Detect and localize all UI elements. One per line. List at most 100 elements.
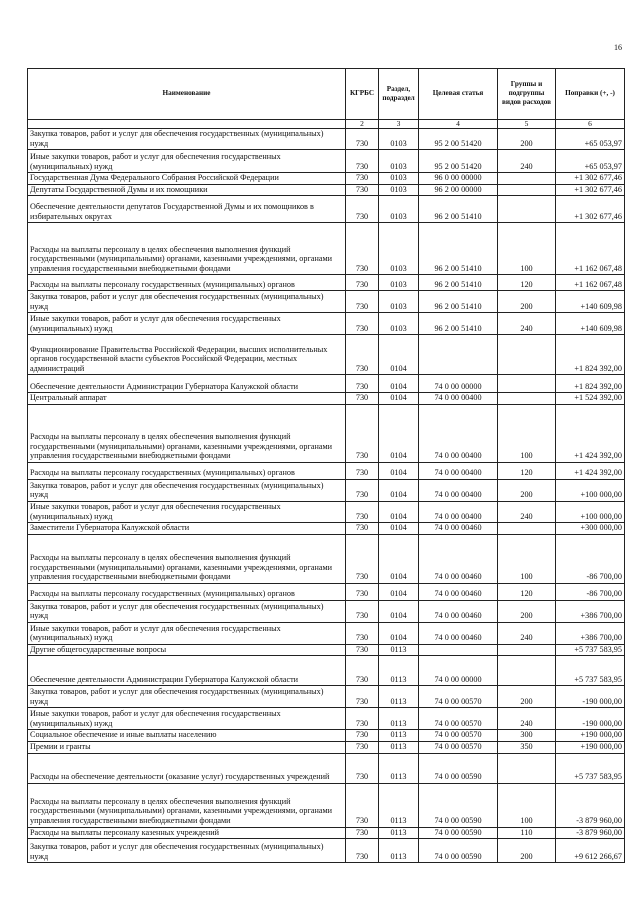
row-name: Иные закупки товаров, работ и услуг для …: [27, 500, 346, 524]
row-expense-group: [497, 752, 556, 784]
header-row: Наименование КГРБС Раздел, подраздел Цел…: [27, 68, 625, 120]
row-target-article: 96 2 00 00000: [418, 183, 498, 197]
row-name: Закупка товаров, работ и услуг для обесп…: [27, 838, 346, 864]
row-kgrbs: 730: [345, 183, 379, 197]
row-amendment: +1 424 392,00: [555, 461, 625, 480]
row-razdel: 0104: [378, 621, 419, 645]
table-row: Расходы на выплаты персоналу в целях обе…: [27, 403, 625, 463]
row-amendment: +1 302 677,46: [555, 195, 625, 224]
row-kgrbs: 730: [345, 274, 379, 292]
table-row: Депутаты Государственной Думы и их помощ…: [27, 183, 625, 197]
row-razdel: 0103: [378, 290, 419, 314]
column-number-row: 2 3 4 5 6: [27, 119, 625, 129]
row-expense-group: 120: [497, 461, 556, 480]
row-amendment: +9 612 266,67: [555, 838, 625, 864]
row-kgrbs: 730: [345, 782, 379, 828]
table-row: Другие общегосударственные вопросы 730 011…: [27, 643, 625, 657]
table-row: Иные закупки товаров, работ и услуг для …: [27, 312, 625, 336]
row-amendment: +1 162 067,48: [555, 274, 625, 292]
row-razdel: 0113: [378, 685, 419, 709]
row-expense-group: 200: [497, 599, 556, 623]
column-number: 3: [378, 119, 419, 129]
row-target-article: 74 0 00 00570: [418, 685, 498, 709]
row-expense-group: [497, 334, 556, 376]
row-target-article: 74 0 00 00570: [418, 707, 498, 731]
row-target-article: 74 0 00 00460: [418, 621, 498, 645]
row-expense-group: 240: [497, 621, 556, 645]
row-name: Расходы на выплаты персоналу государстве…: [27, 461, 346, 480]
row-name: Закупка товаров, работ и услуг для обесп…: [27, 127, 346, 151]
row-razdel: 0104: [378, 403, 419, 463]
row-razdel: 0103: [378, 222, 419, 276]
row-name: Премии и гранты: [27, 740, 346, 754]
row-kgrbs: 730: [345, 478, 379, 502]
row-name: Социальное обеспечение и иные выплаты на…: [27, 729, 346, 742]
row-name: Заместители Губернатора Калужской област…: [27, 522, 346, 535]
row-razdel: 0104: [378, 392, 419, 405]
row-razdel: 0104: [378, 599, 419, 623]
row-kgrbs: 730: [345, 522, 379, 535]
row-kgrbs: 730: [345, 685, 379, 709]
row-amendment: +1 824 392,00: [555, 334, 625, 376]
row-kgrbs: 730: [345, 461, 379, 480]
row-target-article: 96 0 00 00000: [418, 172, 498, 185]
row-razdel: 0103: [378, 195, 419, 224]
table-row: Расходы на выплаты персоналу в целях обе…: [27, 533, 625, 584]
row-amendment: +1 824 392,00: [555, 374, 625, 394]
row-amendment: +386 700,00: [555, 599, 625, 623]
header-expense-group: Группы и подгруппы видов расходов: [497, 68, 556, 120]
row-razdel: 0104: [378, 533, 419, 584]
row-target-article: 74 0 00 00590: [418, 826, 498, 840]
table-row: Расходы на выплаты персоналу казенных уч…: [27, 826, 625, 840]
row-kgrbs: 730: [345, 374, 379, 394]
row-expense-group: 200: [497, 685, 556, 709]
row-target-article: 74 0 00 00400: [418, 403, 498, 463]
row-razdel: 0103: [378, 149, 419, 174]
row-razdel: 0103: [378, 183, 419, 197]
row-target-article: 74 0 00 00460: [418, 582, 498, 601]
row-kgrbs: 730: [345, 222, 379, 276]
row-razdel: 0103: [378, 312, 419, 336]
row-target-article: 74 0 00 00590: [418, 838, 498, 864]
row-amendment: +190 000,00: [555, 729, 625, 742]
row-name: Закупка товаров, работ и услуг для обесп…: [27, 685, 346, 709]
row-expense-group: 350: [497, 740, 556, 754]
row-name: Иные закупки товаров, работ и услуг для …: [27, 149, 346, 174]
row-expense-group: 100: [497, 782, 556, 828]
row-name: Депутаты Государственной Думы и их помощ…: [27, 183, 346, 197]
row-target-article: 74 0 00 00400: [418, 478, 498, 502]
row-expense-group: [497, 655, 556, 687]
row-amendment: -86 700,00: [555, 533, 625, 584]
row-expense-group: 300: [497, 729, 556, 742]
table-row: Расходы на обеспечение деятельности (ока…: [27, 752, 625, 784]
row-kgrbs: 730: [345, 149, 379, 174]
table-row: Центральный аппарат 730 0104 74 0 00 00400 +…: [27, 392, 625, 405]
row-razdel: 0104: [378, 334, 419, 376]
row-kgrbs: 730: [345, 334, 379, 376]
table-row: Иные закупки товаров, работ и услуг для …: [27, 500, 625, 524]
row-kgrbs: 730: [345, 312, 379, 336]
row-target-article: 74 0 00 00460: [418, 533, 498, 584]
row-expense-group: [497, 522, 556, 535]
row-razdel: 0113: [378, 655, 419, 687]
row-target-article: [418, 643, 498, 657]
row-expense-group: 120: [497, 582, 556, 601]
row-amendment: -3 879 960,00: [555, 782, 625, 828]
page-number: 16: [614, 43, 622, 52]
row-amendment: -190 000,00: [555, 707, 625, 731]
row-kgrbs: 730: [345, 752, 379, 784]
row-target-article: 74 0 00 00400: [418, 392, 498, 405]
row-amendment: +100 000,00: [555, 478, 625, 502]
row-name: Другие общегосударственные вопросы: [27, 643, 346, 657]
column-number: [27, 119, 346, 129]
row-expense-group: 240: [497, 500, 556, 524]
table-row: Расходы на выплаты персоналу в целях обе…: [27, 782, 625, 828]
row-name: Функционирование Правительства Российско…: [27, 334, 346, 376]
table-row: Обеспечение деятельности Администрации Г…: [27, 374, 625, 394]
row-kgrbs: 730: [345, 195, 379, 224]
row-target-article: 74 0 00 00460: [418, 522, 498, 535]
header-kgrbs: КГРБС: [345, 68, 379, 120]
row-razdel: 0104: [378, 522, 419, 535]
row-kgrbs: 730: [345, 533, 379, 584]
row-name: Расходы на выплаты персоналу в целях обе…: [27, 782, 346, 828]
